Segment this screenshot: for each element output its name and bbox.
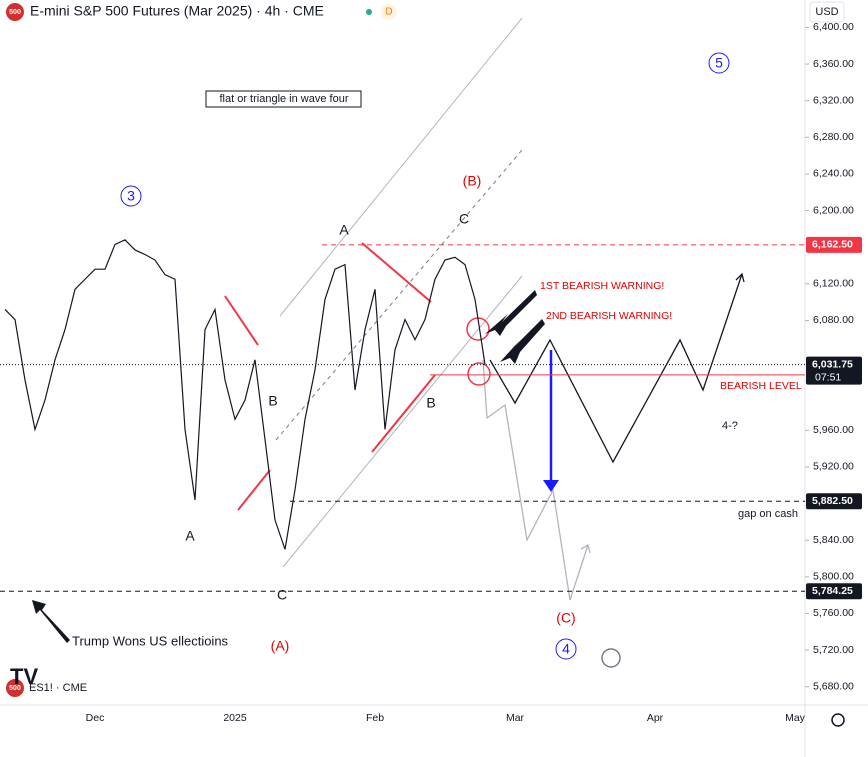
channel-line [282,275,523,568]
level-badge [806,236,862,253]
wave-label: B [268,393,277,409]
y-tick-label: 6,400.00 [813,21,854,33]
y-tick-label: 6,280.00 [813,131,854,143]
y-tick-label: 5,840.00 [813,534,854,546]
chart-title: E-mini S&P 500 Futures (Mar 2025) · 4h ·… [30,3,324,19]
y-tick-label: 6,120.00 [813,278,854,290]
wave-label: (A) [271,638,290,654]
countdown: 07:51 [815,371,841,383]
wave-circle [708,52,730,74]
symbol-icon [6,679,24,697]
x-tick-label: Mar [506,712,525,724]
wave-circle [120,185,142,207]
note: Trump Wons US ellectioins [72,633,229,648]
tv-logo: TV [10,664,38,689]
warning-label: 2ND BEARISH WARNING! [546,310,672,322]
x-tick-label: 2025 [223,712,247,724]
warning-arrow [500,319,545,364]
note: flat or triangle in wave four [219,93,348,105]
warning-circle [467,362,491,386]
trend-line [371,374,436,453]
channel-line [279,17,523,317]
wave-label: B [426,395,435,411]
level-label: BEARISH LEVEL [720,380,802,392]
last-price-label: 6,031.75 [812,358,853,370]
status-dot [366,9,372,15]
footer-symbol: ES1! · CME [29,682,87,694]
arrow-head [543,480,559,492]
y-tick-label: 5,800.00 [813,571,854,583]
wave-label: C [277,587,287,603]
arrow-head [580,544,591,554]
level-badge [806,493,862,510]
warning-label: 1ST BEARISH WARNING! [540,280,664,292]
warning-arrow [485,290,537,336]
y-tick-label: 6,240.00 [813,168,854,180]
last-price-badge [806,356,862,385]
symbol-badge: 500 [9,9,21,16]
level-label: 6,162.50 [812,239,853,251]
wave-label: A [185,528,195,544]
projection-path [489,273,743,464]
trend-line [361,242,432,303]
arrow-head [735,272,745,283]
note: 4-? [722,420,738,432]
y-tick-label: 6,320.00 [813,94,854,106]
wave-label: (B) [463,173,482,189]
y-tick-label: 6,080.00 [813,314,854,326]
wave-label: 4 [562,641,570,657]
y-tick-label: 6,200.00 [813,204,854,216]
wave-label: 5 [715,55,723,71]
x-tick-label: May [785,712,806,724]
symbol-badge: 500 [9,685,21,692]
x-tick-label: Apr [647,712,664,724]
level-badge [806,583,862,600]
level-label: 5,882.50 [812,495,853,507]
note: gap on cash [738,508,798,520]
settings-icon[interactable] [831,713,845,727]
annotations: flat or triangle in wave four 3 5 4 (B) … [72,55,802,657]
wave-label: C [459,211,469,227]
note-box [205,90,362,108]
wave-circle [555,638,577,660]
symbol-icon [6,3,24,21]
y-tick-label: 5,920.00 [813,461,854,473]
d-icon [381,4,397,20]
projection-path [482,359,589,601]
y-tick-label: 5,720.00 [813,644,854,656]
y-tick-label: 5,680.00 [813,680,854,692]
trump-arrow [32,600,70,643]
wave-label: (C) [556,610,575,626]
y-tick-label: 5,760.00 [813,607,854,619]
wave-label: A [339,222,349,238]
level-label: 5,784.25 [812,585,853,597]
trend-line [224,295,259,346]
price-line [4,239,486,550]
currency[interactable]: USD [815,6,838,18]
x-tick-label: Feb [366,712,384,724]
trend-line [237,469,271,511]
replay-icon[interactable] [601,648,621,668]
wave-label: 3 [127,188,135,204]
y-tick-label: 5,960.00 [813,424,854,436]
d-badge: D [385,7,392,18]
drawings [32,17,745,660]
x-tick-label: Dec [86,712,105,724]
currency-button[interactable] [809,1,845,23]
y-tick-label: 6,360.00 [813,58,854,70]
